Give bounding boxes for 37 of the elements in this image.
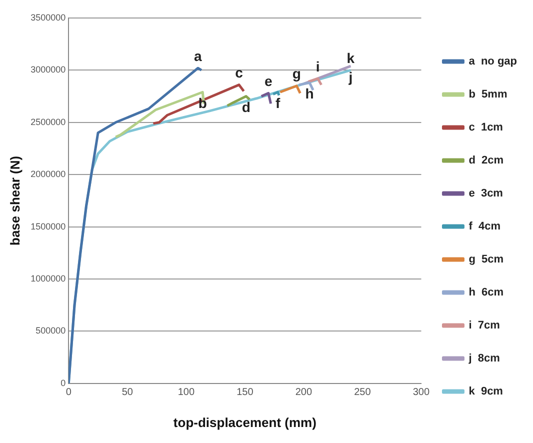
annotation: a — [194, 48, 202, 64]
legend-label: e 3cm — [468, 188, 504, 200]
legend-label: j 8cm — [468, 352, 500, 365]
y-tick-label: 2500000 — [30, 116, 66, 127]
annotation: c — [235, 64, 244, 81]
legend-label: k 9cm — [468, 386, 504, 398]
annotation: d — [242, 99, 250, 116]
annotation: i — [316, 58, 320, 74]
y-tick-label: 0 — [60, 378, 66, 388]
y-tick-label: 2000000 — [30, 169, 66, 180]
y-tick-label: 3000000 — [30, 64, 66, 75]
x-tick-label: 150 — [236, 387, 254, 398]
legend-label: g 5cm — [468, 254, 504, 266]
legend-label: d 2cm — [468, 154, 504, 167]
legend-label: f 4cm — [468, 220, 501, 233]
annotation: j — [348, 68, 353, 85]
y-axis-title: base shear (N) — [7, 156, 22, 246]
x-axis-title: top-displacement (mm) — [173, 414, 316, 430]
x-tick-label: 200 — [295, 387, 312, 398]
x-tick-label: 300 — [412, 387, 430, 398]
annotation: h — [305, 86, 314, 102]
y-tick-label: 1500000 — [30, 221, 66, 232]
y-tick-label: 3500000 — [30, 12, 66, 22]
legend-label: h 6cm — [468, 286, 504, 299]
annotation: g — [292, 66, 301, 82]
legend-label: b 5mm — [468, 88, 508, 101]
annotation: k — [346, 50, 355, 66]
y-tick-label: 1000000 — [30, 273, 66, 284]
x-tick-label: 250 — [354, 387, 372, 398]
legend-label: a no gap — [468, 56, 518, 68]
x-tick-label: 100 — [178, 387, 195, 398]
x-tick-label: 50 — [122, 387, 134, 398]
annotation: e — [264, 73, 273, 90]
annotation: f — [276, 94, 280, 111]
y-tick-label: 500000 — [36, 326, 66, 336]
legend-label: i 7cm — [468, 320, 500, 332]
legend-label: c 1cm — [468, 122, 504, 134]
